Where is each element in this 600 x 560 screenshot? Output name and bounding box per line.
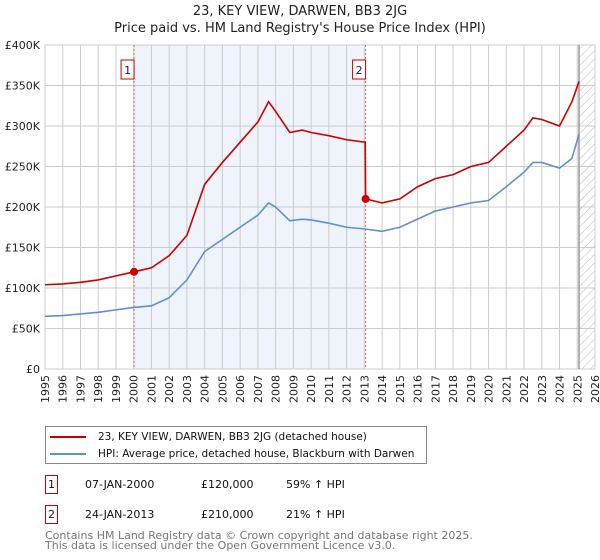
x-tick-label: 2014 <box>376 375 389 403</box>
transaction-date: 24-JAN-2013 <box>85 508 155 521</box>
x-tick-label: 2010 <box>305 375 318 403</box>
x-tick-label: 2011 <box>323 375 336 403</box>
x-tick-label: 2018 <box>447 375 460 403</box>
transaction-row: 2 24-JAN-2013 £210,000 21% ↑ HPI <box>45 505 345 524</box>
transaction-hpi: 59% ↑ HPI <box>286 478 345 491</box>
x-tick-label: 2020 <box>483 375 496 403</box>
x-tick-label: 1996 <box>57 375 70 403</box>
chart-subtitle: Price paid vs. HM Land Registry's House … <box>114 21 486 36</box>
x-tick-label: 2001 <box>145 375 158 403</box>
x-tick-label: 2023 <box>536 375 549 403</box>
x-tick-label: 2009 <box>287 375 300 403</box>
x-tick-label: 2004 <box>199 375 212 403</box>
x-tick-label: 2008 <box>270 375 283 403</box>
x-tick-label: 2012 <box>341 375 354 403</box>
chart-title: 23, KEY VIEW, DARWEN, BB3 2JG <box>192 4 408 19</box>
x-tick-label: 2007 <box>252 375 265 403</box>
x-tick-label: 2026 <box>589 375 600 403</box>
y-tick-label: £250K <box>5 161 41 174</box>
footer: Contains HM Land Registry data © Crown c… <box>45 529 473 552</box>
transaction-price: £120,000 <box>201 478 254 491</box>
x-tick-label: 2024 <box>554 375 567 403</box>
legend: 23, KEY VIEW, DARWEN, BB3 2JG (detached … <box>45 426 427 464</box>
y-tick-label: £350K <box>5 80 41 93</box>
x-tick-label: 2022 <box>518 375 531 403</box>
hpi-line <box>44 133 580 318</box>
sale-point <box>361 194 370 203</box>
legend-label-hpi: HPI: Average price, detached house, Blac… <box>98 447 415 460</box>
plot-border <box>44 44 596 370</box>
price-chart: 1995 1996 1997 1998 1999 2000 2001 2002 2003 2004… <box>5 39 600 403</box>
x-tick-label: 1997 <box>74 375 87 403</box>
footer-licence: This data is licensed under the Open Gov… <box>45 539 396 552</box>
x-tick-label: 2013 <box>358 375 371 403</box>
y-tick-label: £200K <box>5 201 41 214</box>
sale-marker-box <box>120 59 135 80</box>
sale-marker-label: 1 <box>124 64 131 77</box>
footer-copyright: Contains HM Land Registry data © Crown c… <box>45 529 473 542</box>
sale-point <box>130 267 139 276</box>
x-tick-label: 2016 <box>412 375 425 403</box>
x-tick-label: 2006 <box>234 375 247 403</box>
x-tick-label: 2017 <box>429 375 442 403</box>
x-tick-label: 1999 <box>110 375 123 403</box>
transaction-price: £210,000 <box>201 508 254 521</box>
x-tick-label: 2005 <box>216 375 229 403</box>
y-tick-label: £400K <box>5 39 41 52</box>
x-tick-label: 2000 <box>128 375 141 403</box>
marker-badge: 2 <box>45 505 58 524</box>
x-tick-label: 2003 <box>181 375 194 403</box>
y-tick-label: £0 <box>26 363 40 376</box>
y-tick-label: £300K <box>5 120 41 133</box>
transaction-hpi: 21% ↑ HPI <box>286 508 345 521</box>
y-tick-label: £50K <box>12 323 41 336</box>
transaction-row: 1 07-JAN-2000 £120,000 59% ↑ HPI <box>45 475 345 494</box>
x-tick-label: 1998 <box>92 375 105 403</box>
sale-marker-box <box>352 59 367 80</box>
transaction-date: 07-JAN-2000 <box>85 478 155 491</box>
legend-swatch-hpi <box>50 452 86 455</box>
property-price-line <box>44 81 580 286</box>
x-tick-label: 2021 <box>500 375 513 403</box>
legend-swatch-property <box>50 435 86 438</box>
x-tick-label: 1995 <box>39 375 52 403</box>
marker-badge: 1 <box>45 475 58 494</box>
x-tick-label: 2002 <box>163 375 176 403</box>
x-tick-label: 2015 <box>394 375 407 403</box>
x-tick-label: 2025 <box>571 375 584 403</box>
y-tick-label: £150K <box>5 242 41 255</box>
sale-marker-label: 2 <box>356 64 363 77</box>
legend-label-property: 23, KEY VIEW, DARWEN, BB3 2JG (detached … <box>98 430 367 443</box>
x-tick-label: 2019 <box>465 375 478 403</box>
y-tick-label: £100K <box>5 282 41 295</box>
